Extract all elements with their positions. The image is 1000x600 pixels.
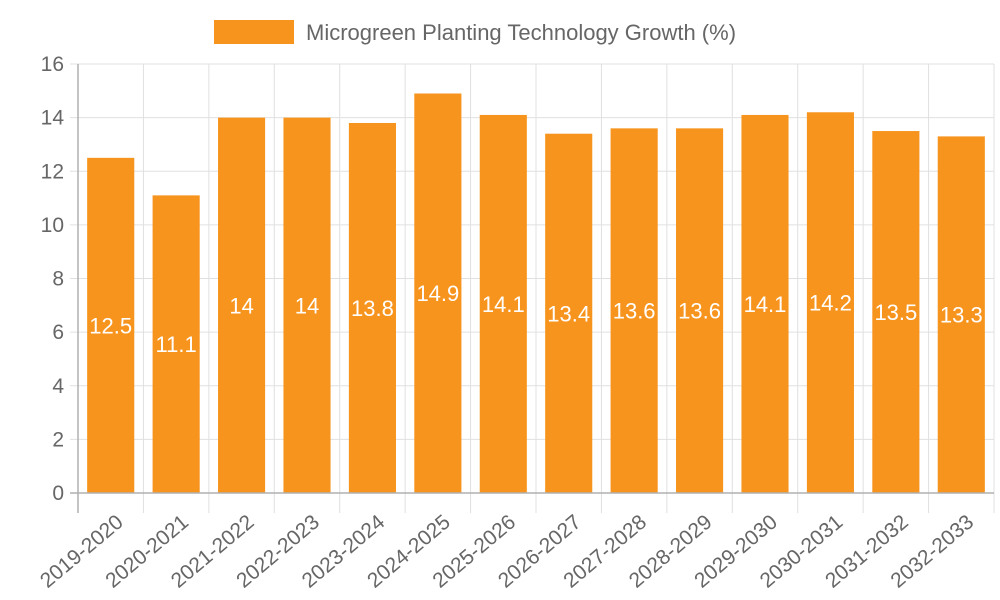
data-labels: 12.5 11.1 14 14 13.8 14.9 14.1 13.4 13.6 13.6 14.1… [89,281,982,357]
y-tick-label: 14 [41,107,65,130]
data-label: 13.6 [678,299,721,324]
y-tick-label: 12 [41,160,64,183]
bar [87,157,135,493]
data-label: 14 [229,293,253,318]
data-label: 13.3 [940,303,983,328]
bars [87,93,985,494]
data-label: 13.5 [874,300,917,325]
bar [479,114,527,493]
grid-lines [70,63,995,513]
bar [741,114,789,493]
legend[interactable]: Microgreen Planting Technology Growth (%… [214,20,736,45]
x-axis-ticks: 2019-20202020-20212021-20222022-20232023… [36,510,978,592]
bar [218,117,266,493]
bar [545,133,593,493]
y-tick-label: 16 [41,53,64,76]
y-tick-label: 8 [52,268,64,291]
y-tick-label: 6 [52,321,64,344]
data-label: 14.9 [416,281,459,306]
data-label: 12.5 [89,313,132,338]
data-label: 11.1 [156,332,197,357]
bar [348,122,396,494]
bar [283,117,331,493]
y-axis-ticks: 0 2 4 6 8 10 12 14 16 [41,53,65,505]
data-label: 14.2 [809,291,852,316]
y-tick-label: 10 [41,214,64,237]
data-label: 14.1 [482,292,525,317]
y-tick-label: 2 [52,428,64,451]
data-label: 14.1 [744,292,787,317]
data-label: 13.4 [547,301,590,326]
y-tick-label: 0 [52,482,64,505]
bar [414,93,462,494]
bar [937,136,985,494]
data-label: 14 [295,293,319,318]
data-label: 13.8 [351,296,394,321]
y-tick-label: 4 [52,375,64,398]
legend-label[interactable]: Microgreen Planting Technology Growth (%… [306,20,736,45]
bar [152,195,200,493]
bar [806,112,854,493]
data-label: 13.6 [613,299,656,324]
legend-swatch[interactable] [214,20,294,44]
bar [610,128,658,493]
bar [676,128,724,493]
axes [70,64,994,513]
bar [872,131,920,493]
